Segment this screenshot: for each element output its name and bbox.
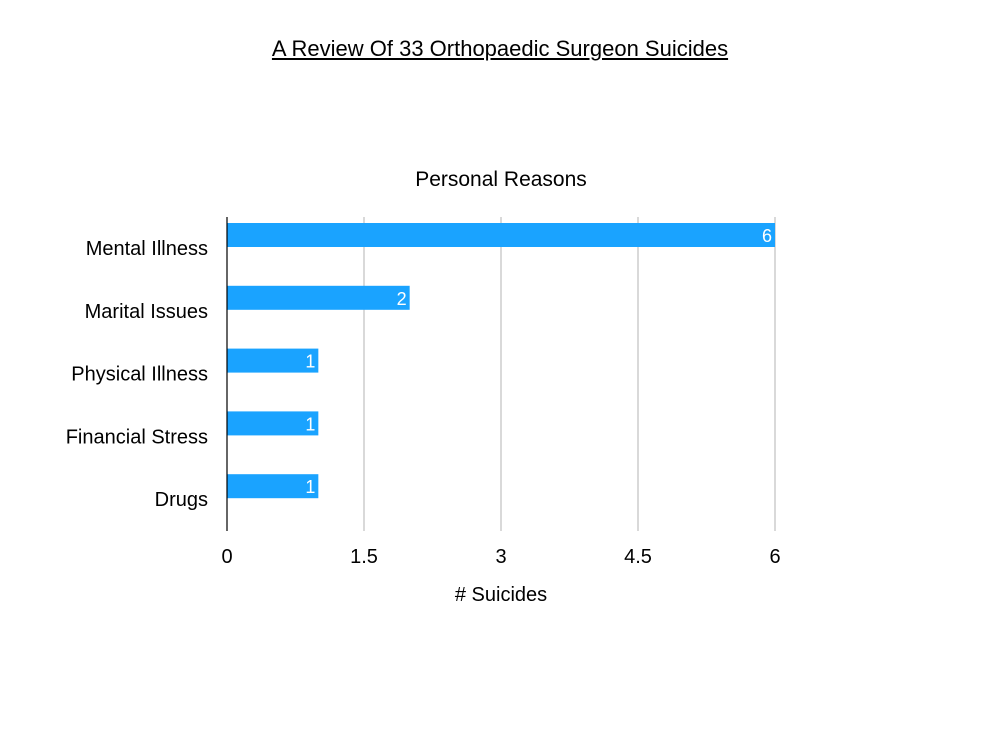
bars xyxy=(227,223,775,499)
category-label: Drugs xyxy=(155,489,208,511)
x-tick-labels: 0 1.5 3 4.5 6 xyxy=(221,546,780,568)
bar-data-label: 2 xyxy=(397,289,407,309)
x-tick-label: 3 xyxy=(495,546,506,568)
page-title: A Review Of 33 Orthopaedic Surgeon Suici… xyxy=(271,36,729,61)
category-labels: Mental Illness Marital Issues Physical Ill… xyxy=(66,238,208,511)
chart-title: Personal Reasons xyxy=(415,168,587,191)
bar xyxy=(227,474,319,499)
category-label: Physical Illness xyxy=(71,364,208,386)
gridlines xyxy=(363,217,776,531)
x-tick-label: 1.5 xyxy=(350,546,378,568)
bar-data-labels: 6 2 1 1 1 xyxy=(305,226,772,497)
x-axis-label: # Suicides xyxy=(455,584,547,606)
x-tick-label: 4.5 xyxy=(624,546,652,568)
bar-data-label: 6 xyxy=(762,226,772,246)
category-label: Mental Illness xyxy=(86,238,208,260)
category-label: Financial Stress xyxy=(66,426,208,448)
bar-data-label: 1 xyxy=(305,414,315,434)
bar xyxy=(227,223,775,247)
bar-data-label: 1 xyxy=(305,352,315,372)
bar xyxy=(227,348,319,373)
x-tick-label: 0 xyxy=(221,546,232,568)
x-tick-label: 6 xyxy=(769,546,780,568)
category-label: Marital Issues xyxy=(85,301,208,323)
bar xyxy=(227,411,319,436)
bar xyxy=(227,285,410,310)
bar-data-label: 1 xyxy=(305,477,315,497)
